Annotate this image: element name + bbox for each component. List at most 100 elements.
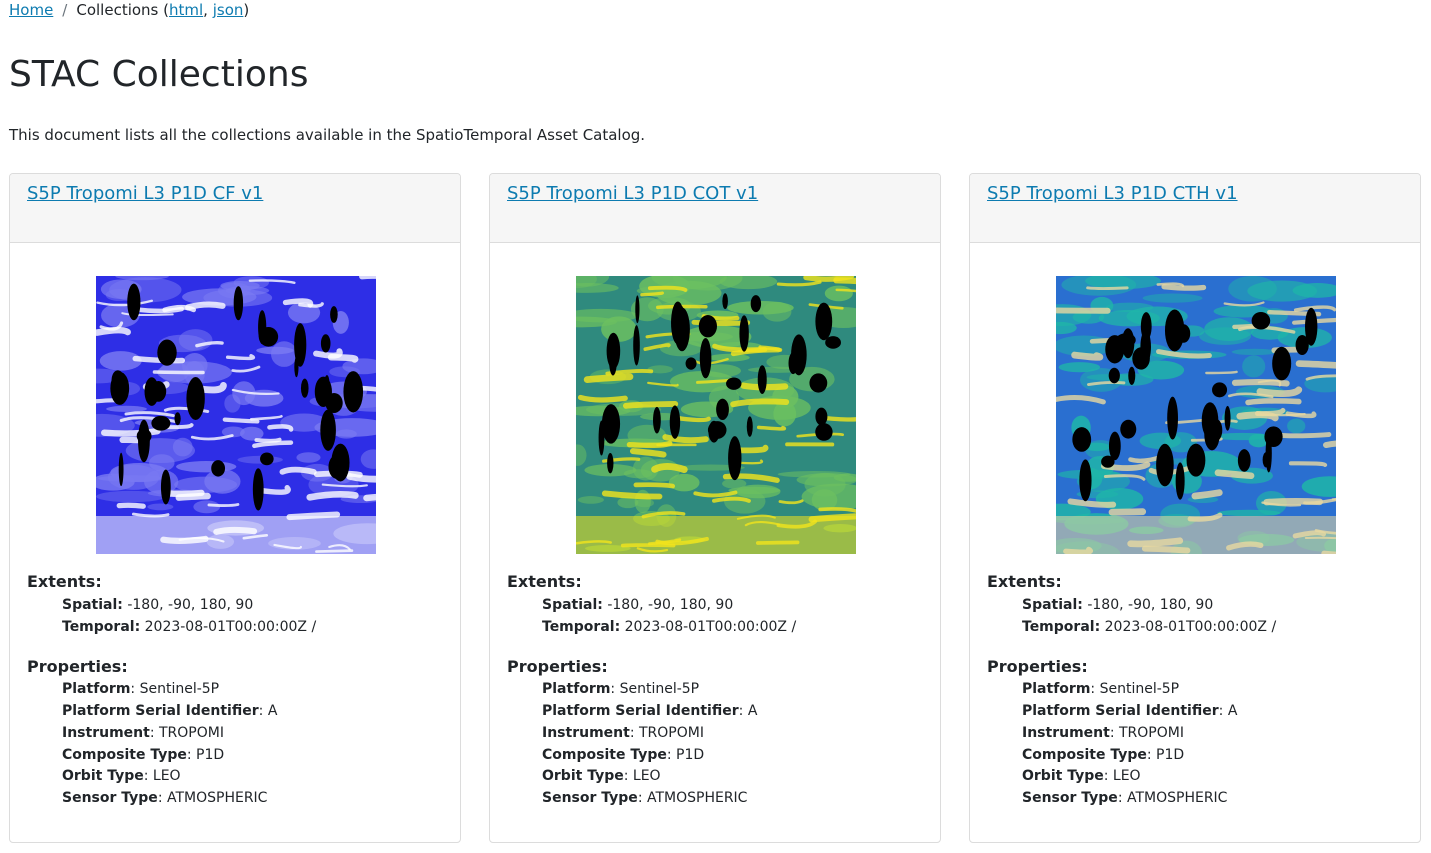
- thumbnail-image: [96, 276, 376, 554]
- spatial-value: -180, -90, 180, 90: [607, 597, 734, 613]
- instrument-property: Instrument: TROPOMI: [1022, 725, 1184, 741]
- properties-heading: Properties:: [507, 657, 608, 676]
- platform-serial-property: Platform Serial Identifier: A: [1022, 703, 1238, 719]
- breadcrumb-html-link[interactable]: html: [169, 1, 204, 19]
- collection-card-cf: S5P Tropomi L3 P1D CF v1 Extents: Spatia…: [9, 173, 461, 843]
- orbit-type-label: Orbit Type: [62, 768, 144, 784]
- platform-serial-value: A: [267, 703, 278, 719]
- platform-property: Platform: Sentinel-5P: [542, 681, 700, 697]
- instrument-property: Instrument: TROPOMI: [62, 725, 224, 741]
- sensor-type-label: Sensor Type: [542, 790, 638, 806]
- instrument-value: TROPOMI: [159, 725, 224, 741]
- page-intro: This document lists all the collections …: [9, 126, 646, 144]
- thumbnail-image: [576, 276, 856, 554]
- sensor-type-label: Sensor Type: [62, 790, 158, 806]
- collection-title-link[interactable]: S5P Tropomi L3 P1D COT v1: [507, 183, 759, 204]
- composite-type-value: P1D: [676, 747, 705, 763]
- sensor-type-value: ATMOSPHERIC: [166, 790, 268, 806]
- instrument-label: Instrument: [1022, 725, 1110, 741]
- breadcrumb-json-link[interactable]: json: [212, 1, 244, 19]
- platform-property: Platform: Sentinel-5P: [62, 681, 220, 697]
- collection-thumbnail[interactable]: [1056, 276, 1336, 554]
- collection-thumbnail[interactable]: [96, 276, 376, 554]
- breadcrumb-home-link[interactable]: Home: [9, 1, 54, 19]
- spatial-label: Spatial:: [62, 597, 123, 613]
- properties-heading: Properties:: [987, 657, 1088, 676]
- platform-serial-label: Platform Serial Identifier: [542, 703, 739, 719]
- platform-value: Sentinel-5P: [1099, 681, 1180, 697]
- platform-label: Platform: [1022, 681, 1091, 697]
- platform-serial-value: A: [1227, 703, 1238, 719]
- card-header: S5P Tropomi L3 P1D COT v1: [490, 174, 940, 243]
- breadcrumb: Home / Collections (html, json): [9, 0, 249, 20]
- platform-label: Platform: [62, 681, 131, 697]
- platform-value: Sentinel-5P: [139, 681, 220, 697]
- temporal-extent: Temporal: 2023-08-01T00:00:00Z /: [1022, 617, 1276, 637]
- temporal-label: Temporal:: [542, 619, 621, 635]
- composite-type-label: Composite Type: [1022, 747, 1147, 763]
- composite-type-property: Composite Type: P1D: [62, 747, 225, 763]
- extents-heading: Extents:: [507, 572, 582, 591]
- spatial-extent: Spatial: -180, -90, 180, 90: [62, 595, 253, 615]
- orbit-type-value: LEO: [152, 768, 181, 784]
- temporal-extent: Temporal: 2023-08-01T00:00:00Z /: [542, 617, 796, 637]
- temporal-extent: Temporal: 2023-08-01T00:00:00Z /: [62, 617, 316, 637]
- spatial-label: Spatial:: [542, 597, 603, 613]
- extents-heading: Extents:: [987, 572, 1062, 591]
- instrument-property: Instrument: TROPOMI: [542, 725, 704, 741]
- temporal-value: 2023-08-01T00:00:00Z /: [1104, 619, 1277, 635]
- instrument-label: Instrument: [542, 725, 630, 741]
- orbit-type-label: Orbit Type: [1022, 768, 1104, 784]
- platform-value: Sentinel-5P: [619, 681, 700, 697]
- sensor-type-label: Sensor Type: [1022, 790, 1118, 806]
- platform-serial-property: Platform Serial Identifier: A: [62, 703, 278, 719]
- sensor-type-property: Sensor Type: ATMOSPHERIC: [62, 790, 268, 806]
- composite-type-label: Composite Type: [542, 747, 667, 763]
- temporal-value: 2023-08-01T00:00:00Z /: [144, 619, 317, 635]
- spatial-value: -180, -90, 180, 90: [127, 597, 254, 613]
- platform-serial-value: A: [747, 703, 758, 719]
- collection-thumbnail[interactable]: [576, 276, 856, 554]
- card-header: S5P Tropomi L3 P1D CF v1: [10, 174, 460, 243]
- instrument-value: TROPOMI: [639, 725, 704, 741]
- composite-type-property: Composite Type: P1D: [1022, 747, 1185, 763]
- collection-title-link[interactable]: S5P Tropomi L3 P1D CTH v1: [987, 183, 1238, 204]
- page-title: STAC Collections: [9, 54, 309, 95]
- platform-property: Platform: Sentinel-5P: [1022, 681, 1180, 697]
- spatial-value: -180, -90, 180, 90: [1087, 597, 1214, 613]
- composite-type-property: Composite Type: P1D: [542, 747, 705, 763]
- orbit-type-value: LEO: [632, 768, 661, 784]
- orbit-type-property: Orbit Type: LEO: [542, 768, 661, 784]
- collection-card-cth: S5P Tropomi L3 P1D CTH v1 Extents: Spati…: [969, 173, 1421, 843]
- extents-heading: Extents:: [27, 572, 102, 591]
- orbit-type-label: Orbit Type: [542, 768, 624, 784]
- breadcrumb-current-prefix: Collections (: [76, 1, 169, 19]
- instrument-label: Instrument: [62, 725, 150, 741]
- composite-type-label: Composite Type: [62, 747, 187, 763]
- card-header: S5P Tropomi L3 P1D CTH v1: [970, 174, 1420, 243]
- sensor-type-property: Sensor Type: ATMOSPHERIC: [542, 790, 748, 806]
- sensor-type-value: ATMOSPHERIC: [1126, 790, 1228, 806]
- orbit-type-value: LEO: [1112, 768, 1141, 784]
- collection-card-cot: S5P Tropomi L3 P1D COT v1 Extents: Spati…: [489, 173, 941, 843]
- temporal-label: Temporal:: [1022, 619, 1101, 635]
- temporal-value: 2023-08-01T00:00:00Z /: [624, 619, 797, 635]
- temporal-label: Temporal:: [62, 619, 141, 635]
- platform-serial-label: Platform Serial Identifier: [62, 703, 259, 719]
- platform-serial-label: Platform Serial Identifier: [1022, 703, 1219, 719]
- spatial-extent: Spatial: -180, -90, 180, 90: [1022, 595, 1213, 615]
- composite-type-value: P1D: [1156, 747, 1185, 763]
- orbit-type-property: Orbit Type: LEO: [62, 768, 181, 784]
- breadcrumb-current-suffix: ): [243, 1, 250, 19]
- thumbnail-image: [1056, 276, 1336, 554]
- collection-title-link[interactable]: S5P Tropomi L3 P1D CF v1: [27, 183, 264, 204]
- spatial-label: Spatial:: [1022, 597, 1083, 613]
- instrument-value: TROPOMI: [1119, 725, 1184, 741]
- breadcrumb-separator: /: [62, 1, 68, 19]
- platform-label: Platform: [542, 681, 611, 697]
- platform-serial-property: Platform Serial Identifier: A: [542, 703, 758, 719]
- breadcrumb-comma: ,: [203, 1, 208, 19]
- sensor-type-value: ATMOSPHERIC: [646, 790, 748, 806]
- properties-heading: Properties:: [27, 657, 128, 676]
- spatial-extent: Spatial: -180, -90, 180, 90: [542, 595, 733, 615]
